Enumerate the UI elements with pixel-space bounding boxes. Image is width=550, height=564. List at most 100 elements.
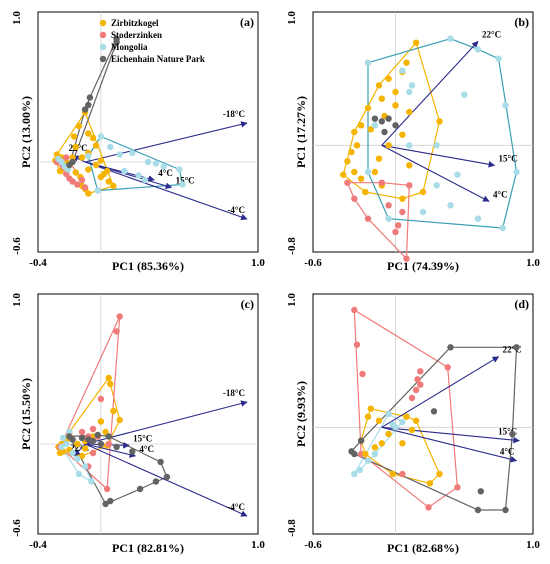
point-mongolia xyxy=(135,172,142,179)
x-tick-label: -0.4 xyxy=(29,257,47,269)
legend-label-stoderzinken: Stoderzinken xyxy=(111,30,162,40)
point-zirbitzkogel xyxy=(56,449,64,457)
point-mongolia xyxy=(364,168,372,176)
point-zirbitzkogel xyxy=(399,131,406,138)
point-eichenhain-nature-park xyxy=(357,437,365,444)
point-zirbitzkogel xyxy=(357,175,365,182)
point-stoderzinken xyxy=(412,386,420,394)
point-mongolia xyxy=(94,187,101,194)
point-zirbitzkogel xyxy=(403,59,410,66)
hull-stoderzinken xyxy=(353,309,458,508)
point-mongolia xyxy=(58,443,65,451)
point-zirbitzkogel xyxy=(375,155,383,162)
y-axis-title: PC2 (13.00%) xyxy=(19,96,33,168)
vector-18-c xyxy=(85,400,248,445)
point-mongolia xyxy=(371,450,379,458)
x-tick-label: -0.6 xyxy=(304,257,322,269)
point-mongolia xyxy=(63,440,70,448)
point-zirbitzkogel xyxy=(375,82,383,89)
point-stoderzinken xyxy=(417,381,424,388)
point-stoderzinken xyxy=(78,428,86,436)
point-stoderzinken xyxy=(351,306,358,314)
point-zirbitzkogel xyxy=(385,75,392,82)
legend-label-zirbitzkogel: Zirbitzkogel xyxy=(111,18,159,28)
plot-frame xyxy=(312,11,534,253)
point-eichenhain-nature-park xyxy=(348,448,355,455)
point-mongolia xyxy=(454,171,461,178)
x-tick-label: 1.0 xyxy=(526,539,540,551)
point-zirbitzkogel xyxy=(362,450,369,458)
plot-frame xyxy=(37,293,259,535)
y-tick-label: 1.0 xyxy=(11,11,23,25)
point-stoderzinken xyxy=(89,425,97,433)
point-zirbitzkogel xyxy=(364,104,372,112)
vector-label-15-c: 15°C xyxy=(499,153,518,163)
panel-a: -0.4 1.0 1.0 -0.6 PC1 (85.36%) PC2 (13.00%) (a… xyxy=(0,0,275,282)
point-stoderzinken xyxy=(408,394,416,402)
point-stoderzinken xyxy=(364,215,372,222)
panel-b: -0.6 1.0 1.0 -0.8 PC1 (74.39%) PC1 (17.27%) (b… xyxy=(275,0,550,282)
point-mongolia xyxy=(58,158,65,166)
point-eichenhain-nature-park xyxy=(502,506,509,514)
point-stoderzinken xyxy=(89,449,97,457)
point-eichenhain-nature-park xyxy=(447,344,454,351)
point-eichenhain-nature-park xyxy=(385,115,392,122)
point-mongolia xyxy=(385,410,392,418)
point-zirbitzkogel xyxy=(362,188,369,196)
point-eichenhain-nature-park xyxy=(157,458,164,466)
point-zirbitzkogel xyxy=(406,108,413,116)
point-eichenhain-nature-park xyxy=(430,408,438,415)
point-stoderzinken xyxy=(344,179,351,186)
vector-22-c xyxy=(381,356,500,428)
vector-label-4-c: 4°C xyxy=(158,168,173,178)
point-eichenhain-nature-park xyxy=(392,122,399,129)
point-mongolia xyxy=(356,466,363,474)
point-stoderzinken xyxy=(74,181,81,188)
point-zirbitzkogel xyxy=(351,128,358,136)
vector-label-4-c: -4°C xyxy=(227,205,245,215)
vector-label-18-c: -18°C xyxy=(223,109,245,119)
panel-label: (a) xyxy=(240,15,254,29)
point-zirbitzkogel xyxy=(371,168,379,176)
point-stoderzinken xyxy=(113,328,120,335)
point-zirbitzkogel xyxy=(72,143,79,151)
point-zirbitzkogel xyxy=(92,142,100,149)
point-mongolia xyxy=(364,59,372,66)
point-zirbitzkogel xyxy=(357,122,365,129)
point-mongolia xyxy=(121,167,128,175)
point-mongolia xyxy=(69,449,76,457)
point-mongolia xyxy=(351,470,358,478)
point-mongolia xyxy=(399,67,406,74)
point-eichenhain-nature-park xyxy=(105,433,112,440)
point-stoderzinken xyxy=(97,395,105,403)
point-stoderzinken xyxy=(425,504,432,511)
point-zirbitzkogel xyxy=(408,426,416,434)
point-eichenhain-nature-park xyxy=(477,488,484,495)
point-stoderzinken xyxy=(414,376,421,383)
vector-15-c xyxy=(84,161,173,189)
legend-label-mongolia: Mongolia xyxy=(111,42,148,52)
point-mongolia xyxy=(129,149,136,157)
plot-frame xyxy=(312,293,534,535)
x-axis-title: PC1 (82.81%) xyxy=(112,541,184,555)
point-stoderzinken xyxy=(351,195,358,202)
point-zirbitzkogel xyxy=(81,445,89,452)
point-eichenhain-nature-park xyxy=(107,497,114,505)
point-mongolia xyxy=(160,163,167,170)
vector-label-4-c: 4°C xyxy=(500,447,515,457)
hull-zirbitzkogel xyxy=(342,42,441,200)
vector-label-4-c: -4°C xyxy=(227,502,245,512)
point-stoderzinken xyxy=(353,341,361,348)
hull-zirbitzkogel xyxy=(360,408,441,484)
point-zirbitzkogel xyxy=(378,95,385,102)
vector-4-c xyxy=(381,144,490,202)
legend-marker-zirbitzkogel xyxy=(99,19,107,27)
point-eichenhain-nature-park xyxy=(509,430,516,438)
point-zirbitzkogel xyxy=(367,126,374,133)
legend-marker-mongolia xyxy=(99,43,107,51)
point-zirbitzkogel xyxy=(375,417,383,424)
point-mongolia xyxy=(88,478,95,485)
point-eichenhain-nature-park xyxy=(152,478,160,485)
point-zirbitzkogel xyxy=(403,413,410,420)
point-stoderzinken xyxy=(454,484,461,491)
